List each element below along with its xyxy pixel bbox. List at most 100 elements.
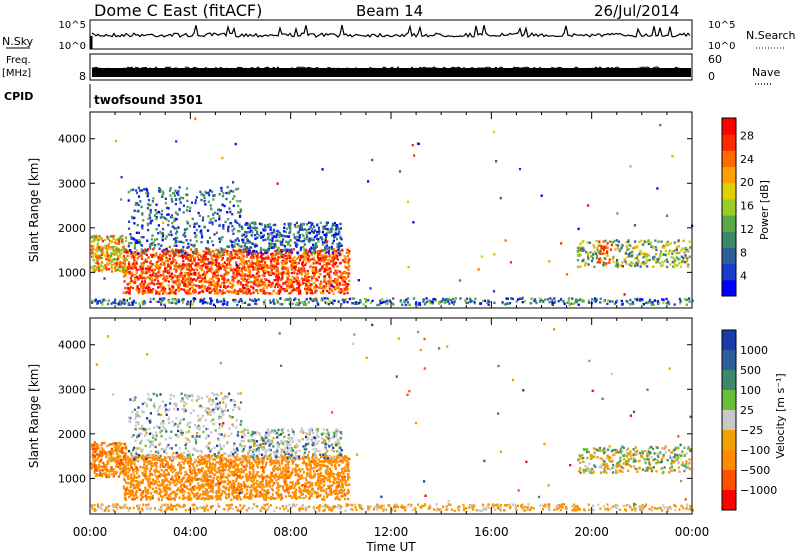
- data-cell: [230, 243, 233, 247]
- data-cell: [587, 299, 590, 302]
- data-cell: [598, 251, 601, 254]
- data-cell: [661, 246, 664, 249]
- data-cell: [182, 248, 185, 251]
- data-cell: [169, 254, 172, 257]
- data-cell: [269, 226, 272, 229]
- data-cell: [188, 495, 191, 498]
- data-cell: [305, 229, 308, 232]
- data-cell: [626, 255, 629, 259]
- data-cell: [682, 239, 685, 243]
- data-cell: [227, 278, 230, 282]
- data-cell: [325, 244, 328, 248]
- data-cell: [215, 231, 218, 234]
- data-cell: [195, 284, 198, 287]
- colorbar-swatch: [722, 166, 736, 184]
- data-cell: [281, 276, 284, 280]
- data-cell: [260, 260, 263, 263]
- data-cell: [182, 256, 185, 260]
- data-cell: [338, 233, 341, 236]
- data-cell: [228, 261, 231, 264]
- data-cell: [110, 254, 113, 258]
- data-cell: [347, 472, 350, 476]
- data-cell: [269, 463, 272, 466]
- data-cell: [348, 250, 351, 253]
- data-cell: [112, 237, 115, 240]
- data-cell: [193, 225, 196, 228]
- data-cell: [143, 252, 146, 255]
- data-cell: [243, 495, 246, 499]
- data-cell: [645, 255, 648, 258]
- data-cell: [163, 217, 166, 220]
- data-cell: [398, 170, 402, 173]
- data-cell: [309, 465, 312, 469]
- data-cell: [309, 238, 312, 241]
- data-cell: [281, 259, 284, 262]
- data-cell: [183, 228, 187, 232]
- data-cell: [333, 254, 336, 257]
- nsky-label: N.Sky: [2, 35, 34, 48]
- data-cell: [167, 269, 171, 273]
- data-cell: [282, 259, 285, 263]
- data-cell: [203, 226, 207, 229]
- data-cell: [141, 490, 144, 493]
- data-cell: [300, 223, 303, 226]
- data-cell: [578, 245, 581, 248]
- data-cell: [331, 484, 334, 487]
- data-cell: [311, 277, 314, 280]
- data-cell: [344, 271, 347, 275]
- data-cell: [205, 476, 209, 480]
- data-cell: [423, 303, 426, 306]
- data-cell: [96, 302, 99, 305]
- data-cell: [272, 267, 275, 270]
- data-cell: [134, 278, 137, 281]
- data-cell: [130, 255, 133, 259]
- data-cell: [507, 302, 510, 305]
- data-cell: [592, 252, 595, 256]
- data-cell: [135, 262, 138, 265]
- freq-trace: [92, 68, 691, 77]
- data-cell: [685, 260, 689, 263]
- data-cell: [253, 266, 256, 269]
- data-cell: [174, 297, 177, 301]
- data-cell: [178, 186, 181, 189]
- data-cell: [159, 264, 162, 268]
- data-cell: [300, 273, 303, 276]
- data-cell: [222, 279, 225, 282]
- data-cell: [285, 289, 288, 292]
- data-cell: [245, 260, 248, 263]
- data-cell: [259, 255, 263, 258]
- data-cell: [330, 247, 333, 251]
- data-cell: [376, 303, 379, 307]
- data-cell: [191, 303, 194, 306]
- data-cell: [628, 254, 631, 258]
- data-cell: [629, 298, 632, 302]
- data-cell: [579, 247, 582, 250]
- data-cell: [210, 208, 213, 211]
- data-cell: [218, 223, 222, 227]
- data-cell: [158, 270, 161, 273]
- data-cell: [275, 233, 278, 236]
- data-cell: [289, 256, 292, 260]
- data-cell: [469, 300, 472, 303]
- data-cell: [271, 252, 274, 255]
- data-cell: [229, 239, 232, 242]
- data-cell: [212, 243, 215, 247]
- data-cell: [684, 249, 687, 252]
- data-cell: [647, 301, 650, 305]
- data-cell: [408, 303, 411, 306]
- data-cell: [304, 289, 307, 292]
- data-cell: [272, 228, 275, 232]
- data-cell: [105, 268, 108, 271]
- data-cell: [221, 464, 224, 467]
- data-cell: [306, 269, 309, 273]
- data-cell: [234, 456, 237, 459]
- data-cell: [209, 291, 212, 294]
- data-cell: [256, 263, 259, 266]
- data-cell: [137, 278, 140, 281]
- data-cell: [236, 272, 239, 275]
- data-cell: [166, 276, 169, 279]
- data-cell: [257, 256, 260, 259]
- data-cell: [174, 265, 177, 268]
- data-cell: [248, 230, 251, 234]
- data-cell: [200, 297, 203, 301]
